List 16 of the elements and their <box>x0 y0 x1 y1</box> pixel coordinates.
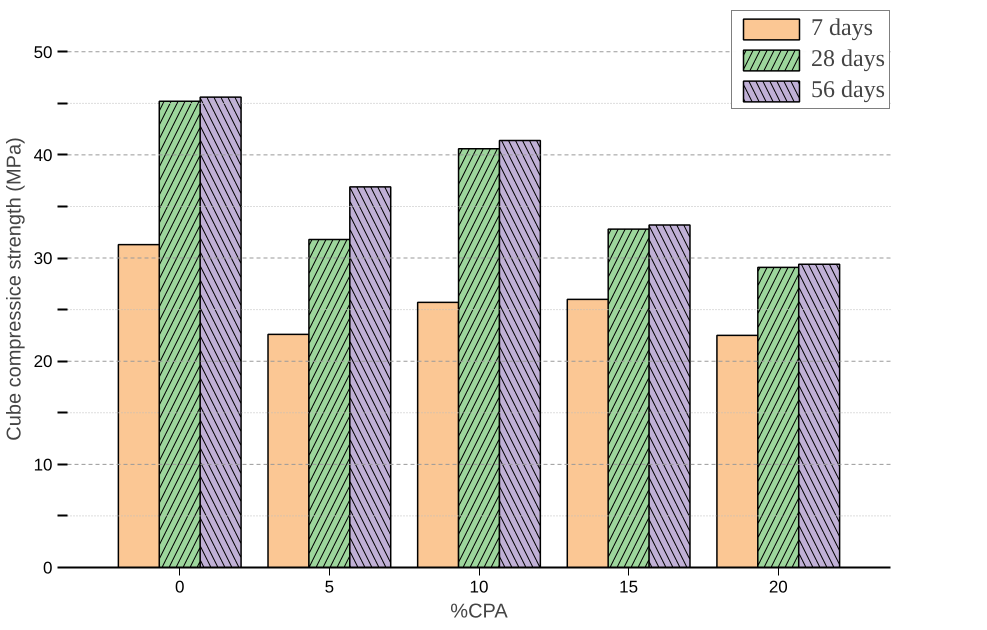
legend-label: 56 days <box>811 77 885 104</box>
x-tick-label: 10 <box>470 578 488 596</box>
y-tick-label: 40 <box>34 146 53 165</box>
x-tick-label: 20 <box>768 578 788 596</box>
x-axis-title: %CPA <box>450 600 508 622</box>
legend-label: 7 days <box>811 15 873 42</box>
x-tick-label: 15 <box>619 578 638 596</box>
x-tick-label: 5 <box>324 578 334 596</box>
x-tick-label: 0 <box>175 578 184 596</box>
y-tick-label: 0 <box>43 558 53 578</box>
legend-label: 28 days <box>811 46 885 73</box>
y-tick-label: 50 <box>34 42 53 62</box>
y-tick-label: 20 <box>34 352 53 372</box>
y-tick-label: 10 <box>34 455 53 474</box>
y-axis-title: Cube compressice strength (MPa) <box>4 137 26 441</box>
y-tick-label: 30 <box>34 249 53 268</box>
